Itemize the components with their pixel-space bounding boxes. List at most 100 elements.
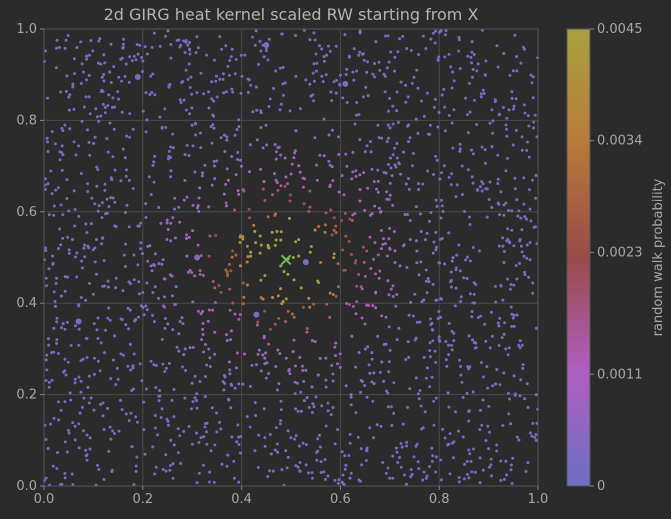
data-point bbox=[523, 270, 527, 274]
data-point bbox=[175, 345, 179, 349]
data-point bbox=[332, 252, 336, 256]
data-point bbox=[228, 58, 232, 62]
data-point bbox=[380, 136, 384, 140]
data-point bbox=[388, 181, 392, 185]
data-point bbox=[405, 440, 409, 444]
data-point bbox=[230, 155, 234, 159]
data-point bbox=[205, 442, 209, 446]
data-point bbox=[447, 52, 451, 56]
data-point bbox=[303, 177, 307, 181]
data-point bbox=[470, 50, 474, 54]
data-point bbox=[240, 74, 244, 78]
data-point bbox=[329, 413, 333, 417]
data-point bbox=[354, 113, 358, 117]
data-point bbox=[432, 240, 436, 244]
data-point bbox=[238, 451, 242, 455]
data-point bbox=[271, 296, 275, 300]
data-point bbox=[63, 327, 67, 331]
data-point bbox=[83, 243, 87, 247]
data-point bbox=[336, 428, 340, 432]
data-point bbox=[84, 448, 88, 452]
data-point bbox=[259, 278, 263, 282]
data-point bbox=[436, 125, 440, 129]
data-point bbox=[209, 449, 213, 453]
data-point bbox=[71, 85, 75, 89]
data-point bbox=[502, 371, 506, 375]
data-point bbox=[308, 305, 312, 309]
data-point bbox=[351, 70, 355, 74]
data-point bbox=[248, 216, 252, 220]
data-point bbox=[43, 246, 47, 250]
data-point bbox=[152, 320, 156, 324]
data-point bbox=[431, 31, 435, 35]
data-point bbox=[112, 65, 116, 69]
data-point bbox=[434, 396, 438, 400]
data-point bbox=[188, 48, 192, 52]
data-point bbox=[195, 392, 199, 396]
data-point bbox=[534, 196, 538, 200]
data-point bbox=[199, 312, 203, 316]
data-point bbox=[461, 395, 465, 399]
data-point bbox=[450, 259, 454, 263]
data-point bbox=[341, 473, 345, 477]
data-point bbox=[248, 143, 252, 147]
data-point bbox=[440, 93, 444, 97]
data-point bbox=[96, 168, 100, 172]
data-point bbox=[144, 304, 148, 308]
data-point bbox=[515, 198, 519, 202]
data-point bbox=[452, 456, 456, 460]
data-point bbox=[315, 178, 319, 182]
data-point bbox=[308, 189, 312, 193]
data-point bbox=[187, 235, 191, 239]
data-point bbox=[470, 470, 474, 474]
data-point bbox=[120, 79, 124, 83]
data-point bbox=[371, 72, 375, 76]
data-point bbox=[171, 146, 175, 150]
data-point bbox=[137, 224, 141, 228]
data-point bbox=[207, 90, 211, 94]
data-point bbox=[351, 304, 355, 308]
data-point bbox=[409, 468, 413, 472]
data-point bbox=[169, 438, 173, 442]
data-point bbox=[173, 302, 177, 306]
data-point bbox=[276, 450, 280, 454]
data-point bbox=[184, 39, 188, 43]
data-point bbox=[56, 352, 60, 356]
data-point bbox=[284, 175, 288, 179]
data-point bbox=[283, 81, 287, 85]
data-point bbox=[520, 148, 524, 152]
data-point bbox=[407, 313, 411, 317]
data-point bbox=[480, 145, 484, 149]
data-point bbox=[147, 175, 151, 179]
data-point bbox=[433, 97, 437, 101]
data-point bbox=[127, 280, 131, 284]
data-point bbox=[332, 228, 336, 232]
data-point bbox=[476, 62, 480, 66]
data-point bbox=[160, 262, 164, 266]
data-point bbox=[143, 452, 147, 456]
data-point bbox=[77, 422, 81, 426]
data-point bbox=[312, 31, 316, 35]
data-point bbox=[337, 152, 341, 156]
data-point bbox=[521, 363, 525, 367]
data-point bbox=[232, 459, 236, 463]
data-point bbox=[458, 358, 462, 362]
data-point bbox=[61, 213, 65, 217]
data-point bbox=[284, 320, 288, 324]
data-point bbox=[479, 361, 483, 365]
data-point bbox=[520, 250, 524, 254]
data-point bbox=[428, 317, 432, 321]
data-point bbox=[59, 90, 63, 94]
data-point bbox=[157, 296, 161, 300]
data-point bbox=[334, 91, 338, 95]
data-point bbox=[328, 49, 332, 53]
data-point bbox=[342, 80, 349, 87]
data-point bbox=[485, 187, 489, 191]
data-point bbox=[403, 213, 407, 217]
data-point bbox=[130, 59, 134, 63]
data-point bbox=[106, 316, 110, 320]
data-point bbox=[487, 465, 491, 469]
data-point bbox=[412, 455, 416, 459]
data-point bbox=[280, 302, 284, 306]
data-point bbox=[385, 140, 389, 144]
